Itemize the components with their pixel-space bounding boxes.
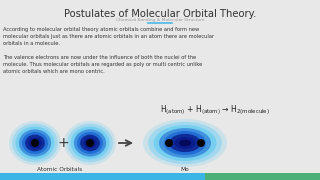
Ellipse shape (86, 140, 94, 146)
Ellipse shape (31, 140, 39, 146)
Ellipse shape (80, 135, 100, 151)
Text: The valence electrons are now under the influence of both the nuclei of the
mole: The valence electrons are now under the … (3, 55, 202, 74)
Text: Mo: Mo (180, 167, 189, 172)
Text: Postulates of Molecular Orbital Theory.: Postulates of Molecular Orbital Theory. (64, 9, 256, 19)
Text: H$_{\mathregular{(atom)}}$ + H$_{\mathregular{(atom)}}$ → H$_{\mathregular{2(mol: H$_{\mathregular{(atom)}}$ + H$_{\mathre… (160, 103, 270, 117)
Ellipse shape (174, 137, 196, 149)
Ellipse shape (64, 121, 116, 165)
Text: +: + (57, 136, 69, 150)
Ellipse shape (74, 129, 106, 157)
Text: Chemical Bonding & Molecular Structure: Chemical Bonding & Molecular Structure (116, 18, 204, 22)
Ellipse shape (25, 135, 45, 151)
Ellipse shape (148, 122, 222, 164)
Ellipse shape (28, 138, 42, 148)
Ellipse shape (154, 125, 217, 161)
Ellipse shape (22, 132, 48, 154)
Ellipse shape (77, 132, 103, 154)
Ellipse shape (169, 134, 201, 152)
Ellipse shape (165, 139, 173, 147)
Ellipse shape (31, 139, 39, 147)
Ellipse shape (143, 119, 227, 167)
Ellipse shape (164, 131, 206, 155)
Ellipse shape (86, 139, 94, 147)
Ellipse shape (15, 127, 54, 159)
Ellipse shape (159, 128, 211, 158)
Ellipse shape (70, 127, 109, 159)
Text: According to molecular orbital theory atomic orbitals combine and form new
molec: According to molecular orbital theory at… (3, 27, 214, 46)
Ellipse shape (12, 124, 58, 162)
Ellipse shape (19, 129, 51, 157)
Bar (205, 173, 320, 180)
Ellipse shape (9, 121, 61, 165)
Ellipse shape (197, 139, 205, 147)
Ellipse shape (179, 140, 191, 146)
Ellipse shape (67, 124, 113, 162)
Ellipse shape (84, 138, 97, 148)
Bar (0, 173, 205, 180)
Text: Atomic Orbitals: Atomic Orbitals (37, 167, 83, 172)
